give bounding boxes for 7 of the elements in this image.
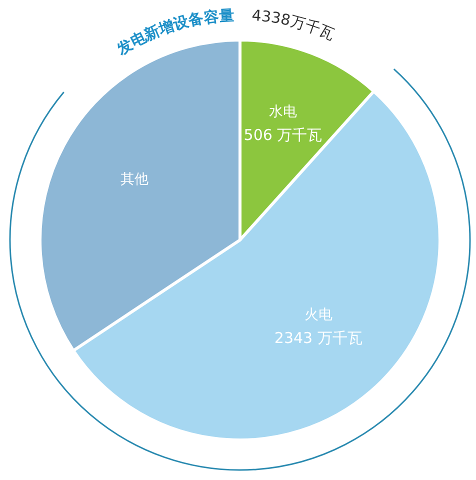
slice-label: 水电 (268, 104, 297, 120)
slice-label: 其他 (120, 171, 148, 188)
chart-subtitle: 4338万千瓦 (251, 6, 338, 44)
data-label: 2343 万千瓦 (274, 328, 362, 347)
chart-title: 发电新增设备容量 (112, 6, 235, 59)
data-label: 506 万千瓦 (244, 126, 322, 144)
slice-label: 火电 (304, 306, 332, 323)
